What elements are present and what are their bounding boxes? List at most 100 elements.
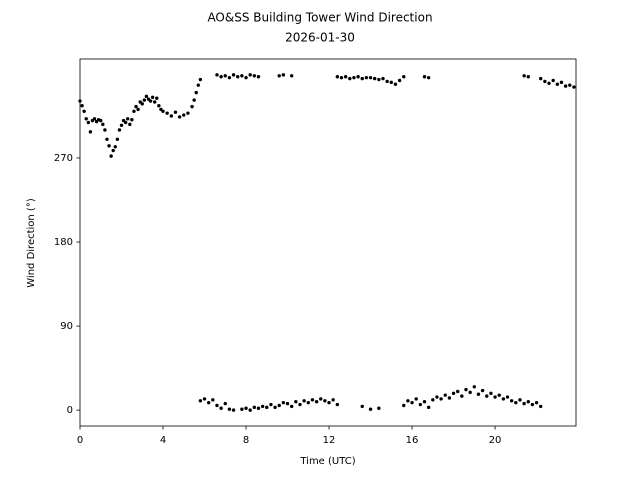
chart-title: AO&SS Building Tower Wind Direction bbox=[207, 11, 432, 25]
data-point bbox=[559, 80, 564, 85]
data-point bbox=[539, 404, 543, 409]
data-point bbox=[435, 395, 439, 399]
data-point bbox=[148, 99, 153, 103]
data-point bbox=[368, 75, 373, 80]
data-point bbox=[289, 74, 294, 78]
data-point bbox=[468, 390, 472, 395]
data-point bbox=[526, 400, 530, 404]
data-point bbox=[227, 407, 232, 411]
data-point bbox=[84, 117, 88, 121]
data-point bbox=[161, 109, 165, 113]
chart-subtitle: 2026-01-30 bbox=[285, 31, 355, 45]
data-point bbox=[119, 123, 124, 128]
data-point bbox=[252, 74, 257, 78]
data-point bbox=[402, 75, 406, 79]
data-point bbox=[460, 394, 464, 398]
data-point bbox=[196, 83, 200, 87]
data-point bbox=[414, 397, 418, 401]
data-point bbox=[231, 73, 236, 77]
data-point bbox=[142, 98, 147, 102]
data-point bbox=[476, 392, 481, 396]
x-tick-label: 8 bbox=[243, 435, 249, 446]
data-point bbox=[182, 113, 186, 117]
data-point bbox=[539, 76, 543, 81]
data-point bbox=[327, 400, 331, 405]
data-point bbox=[215, 403, 219, 408]
data-point bbox=[472, 385, 477, 389]
data-point bbox=[493, 395, 497, 399]
data-point bbox=[306, 400, 310, 405]
data-point bbox=[348, 76, 352, 81]
data-point bbox=[356, 75, 360, 79]
data-point bbox=[105, 137, 109, 142]
data-point bbox=[123, 120, 128, 125]
data-point bbox=[426, 405, 431, 410]
data-point bbox=[464, 387, 468, 392]
x-tick-label: 0 bbox=[77, 435, 83, 446]
data-point bbox=[107, 144, 111, 148]
plot-frame bbox=[79, 58, 577, 427]
data-point bbox=[360, 76, 364, 81]
data-point bbox=[281, 400, 286, 405]
data-point bbox=[265, 405, 269, 410]
x-tick-label: 4 bbox=[160, 435, 166, 446]
data-point bbox=[551, 78, 555, 83]
data-point bbox=[360, 404, 364, 409]
data-point bbox=[522, 401, 526, 406]
data-point bbox=[277, 74, 281, 78]
data-point bbox=[485, 394, 489, 398]
data-point bbox=[381, 76, 385, 81]
data-point bbox=[443, 393, 447, 397]
data-point bbox=[186, 111, 190, 115]
data-point bbox=[497, 393, 501, 397]
data-point bbox=[194, 90, 198, 95]
data-point bbox=[173, 110, 178, 114]
data-point bbox=[244, 406, 248, 410]
data-point bbox=[372, 76, 377, 81]
data-point bbox=[192, 98, 196, 102]
data-point bbox=[78, 99, 82, 103]
data-point bbox=[563, 84, 568, 88]
data-point bbox=[385, 79, 389, 84]
data-point bbox=[534, 400, 539, 405]
data-point bbox=[111, 148, 115, 153]
data-point bbox=[202, 397, 207, 401]
x-tick-label: 16 bbox=[406, 435, 419, 446]
data-point bbox=[215, 73, 219, 77]
data-point bbox=[368, 407, 373, 411]
data-point bbox=[422, 75, 427, 79]
data-point bbox=[211, 398, 215, 402]
x-tick-label: 12 bbox=[323, 435, 336, 446]
data-point bbox=[426, 75, 431, 80]
y-tick-label: 0 bbox=[67, 405, 73, 416]
data-point bbox=[377, 406, 381, 410]
data-point bbox=[256, 406, 261, 410]
y-tick-label: 90 bbox=[60, 321, 73, 332]
data-point bbox=[113, 145, 117, 149]
data-point bbox=[117, 128, 122, 132]
data-point bbox=[88, 130, 93, 134]
data-point bbox=[256, 75, 261, 79]
data-point bbox=[314, 400, 319, 404]
data-point bbox=[505, 395, 510, 399]
data-point bbox=[190, 104, 194, 109]
data-point bbox=[518, 398, 522, 402]
data-point bbox=[248, 73, 252, 77]
data-point bbox=[157, 103, 161, 108]
data-point bbox=[277, 403, 281, 408]
data-point bbox=[86, 120, 91, 125]
data-point bbox=[547, 81, 551, 85]
data-point bbox=[302, 399, 306, 403]
data-point bbox=[352, 75, 356, 80]
data-point bbox=[393, 82, 398, 86]
data-point bbox=[219, 406, 223, 410]
data-point bbox=[364, 75, 369, 80]
data-point bbox=[480, 388, 485, 393]
data-point bbox=[406, 399, 410, 403]
data-point bbox=[281, 73, 286, 77]
data-point bbox=[289, 404, 294, 409]
data-point bbox=[128, 122, 132, 127]
data-point bbox=[568, 83, 572, 87]
data-point bbox=[80, 103, 84, 108]
